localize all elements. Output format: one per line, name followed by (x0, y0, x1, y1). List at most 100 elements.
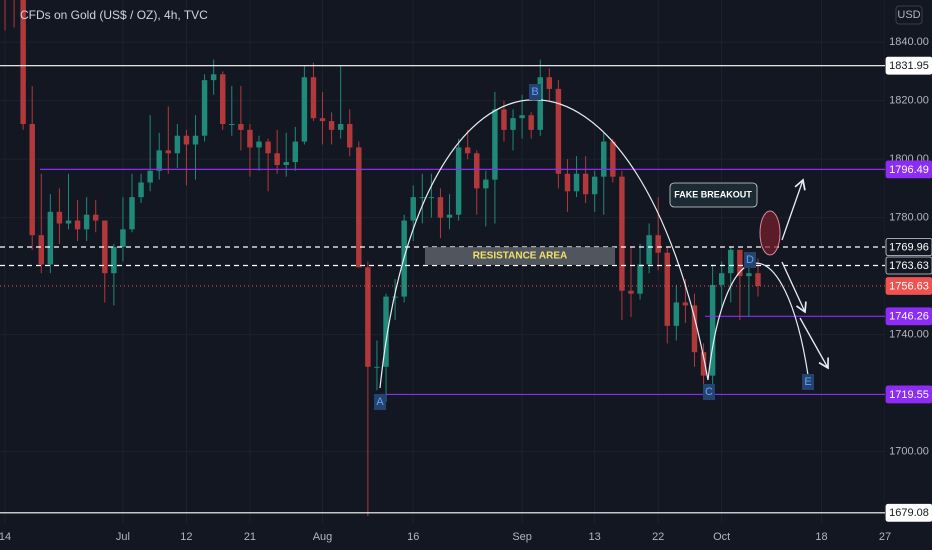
candle-body (129, 197, 135, 230)
candle-body (301, 77, 308, 142)
point-label: A (376, 396, 384, 408)
candle-body (746, 273, 752, 277)
candle-body (92, 214, 99, 221)
candle-body (310, 77, 317, 119)
level-label-box (885, 56, 932, 75)
candle-body (20, 0, 26, 125)
point-box (703, 384, 715, 400)
candle-body (483, 179, 489, 189)
candle-body (174, 135, 181, 154)
level-label-box (885, 503, 932, 522)
candle-body (673, 302, 680, 326)
candle-body (256, 141, 262, 148)
drawings: RESISTANCE AREA FAKE BREAKOUT A B C D E (374, 84, 829, 410)
y-tick-label: 1700.00 (889, 446, 929, 458)
candle-body (111, 246, 117, 274)
point-box (529, 84, 541, 100)
x-tick-label: 12 (180, 531, 192, 543)
candle-body (337, 124, 344, 130)
candle-body (691, 305, 698, 353)
x-tick-label: 21 (244, 531, 256, 543)
candle-body (292, 141, 299, 163)
candle-body (455, 147, 462, 215)
x-tick-label: 27 (879, 531, 891, 543)
x-tick-label: 13 (589, 531, 601, 543)
candle-body (664, 252, 670, 326)
candle-body (247, 129, 253, 148)
level-label: 1796.49 (889, 164, 929, 176)
level-label-box (885, 160, 932, 179)
y-tick-label: 1820.00 (889, 95, 929, 107)
candle-body (682, 302, 689, 306)
level-label-box (885, 238, 932, 256)
candle-body (238, 124, 244, 130)
candle-body (74, 220, 81, 230)
candle-body (229, 124, 235, 126)
point-box (744, 252, 756, 268)
y-tick-label: 1740.00 (889, 329, 929, 341)
candle-body (537, 77, 543, 130)
candle-body (610, 141, 616, 177)
candle-body (156, 150, 162, 171)
candle-body (564, 173, 571, 192)
candle-body (147, 170, 153, 183)
candle-body (646, 235, 652, 265)
candle-body (446, 214, 453, 218)
arrow-up (781, 178, 806, 241)
level-label: 1769.96 (889, 241, 929, 253)
candle-body (628, 290, 634, 294)
price-axis (885, 0, 932, 550)
candle-body (83, 214, 90, 230)
candle-body (582, 173, 589, 195)
point-label: E (804, 376, 811, 388)
candle-body (419, 197, 426, 199)
candle-body (65, 220, 72, 224)
candle-body (510, 118, 516, 130)
chart-title: CFDs on Gold (US$ / OZ), 4h, TVC (20, 8, 208, 22)
arrow-down (781, 261, 807, 314)
candle-body (265, 141, 271, 154)
x-tick-label: 16 (407, 531, 419, 543)
candle-body (165, 150, 172, 154)
level-label: 1831.95 (889, 60, 929, 72)
candle-body (601, 141, 607, 177)
candle-body (700, 352, 707, 376)
level-label-box (885, 385, 932, 404)
candle-body (428, 197, 435, 199)
x-tick-label: Jul (116, 531, 130, 543)
time-axis (0, 523, 885, 550)
candle-body (356, 147, 362, 268)
x-tick-label: 18 (815, 531, 827, 543)
candle-body (501, 109, 507, 130)
candle-body (546, 77, 553, 89)
candle-body (274, 153, 280, 165)
candle-body (319, 118, 326, 122)
candle-body (737, 249, 743, 277)
candle-body (655, 235, 661, 253)
candles (4, 0, 761, 516)
candle-body (728, 249, 734, 274)
candle-body (138, 182, 144, 198)
candle-body (120, 229, 126, 247)
level-label-box (885, 307, 932, 326)
currency: USD (897, 9, 920, 21)
candle-body (709, 284, 716, 376)
breakout-marker (759, 210, 781, 256)
y-tick-label: 1840.00 (889, 36, 929, 48)
candle-body (328, 121, 335, 130)
level-label-box (885, 277, 932, 295)
candle-body (56, 211, 63, 224)
candle-body (591, 176, 598, 195)
candle-body (410, 197, 416, 221)
candle-body (637, 264, 643, 294)
x-tick-label: 22 (652, 531, 664, 543)
candle-body (374, 366, 380, 368)
candle-body (29, 124, 35, 236)
candle-body (38, 235, 45, 265)
candle-body (365, 267, 371, 367)
point-label: C (705, 386, 713, 398)
